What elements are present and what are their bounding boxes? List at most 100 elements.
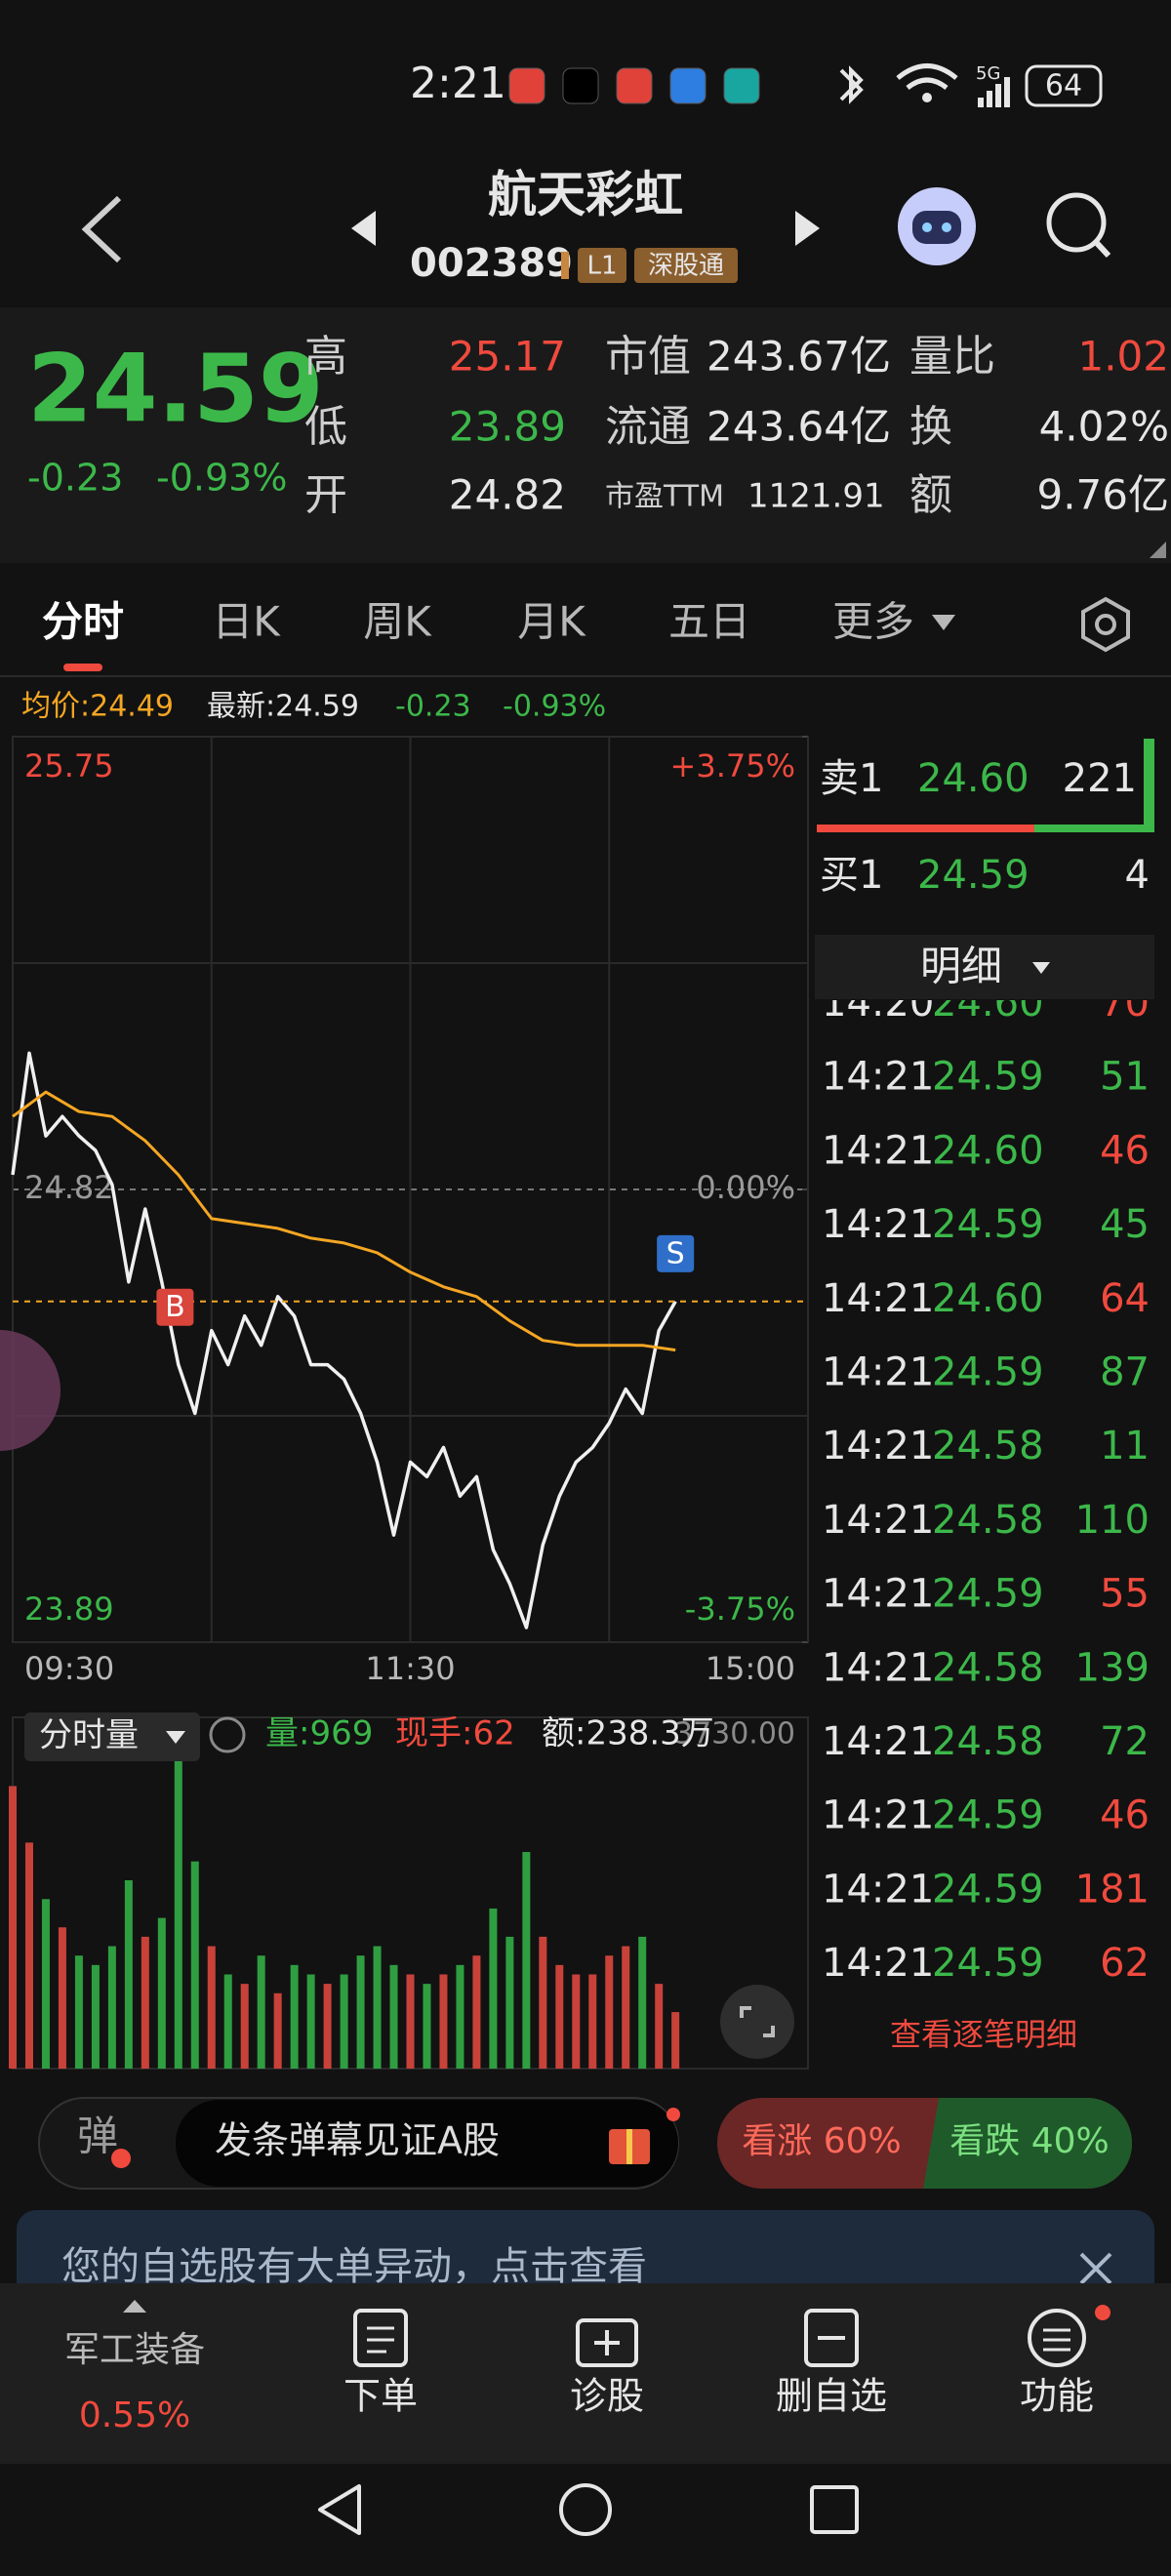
back-button[interactable] [81, 195, 122, 263]
trade-price: 24.59 [932, 1793, 1044, 1838]
sys-back[interactable] [318, 2484, 361, 2535]
system-nav [0, 2464, 1171, 2576]
stat-value: 243.64亿 [707, 403, 891, 451]
tab[interactable]: 日K [212, 598, 281, 646]
volume-bar [588, 1974, 597, 2069]
floating-ball[interactable] [0, 1330, 61, 1451]
x-tick-label: 15:00 [706, 1650, 795, 1687]
nav-item[interactable]: 功能 [1020, 2375, 1094, 2418]
banner-close[interactable] [1079, 2252, 1112, 2285]
trade-price: 24.59 [932, 1350, 1044, 1395]
stat-value: 24.82 [449, 471, 566, 519]
trade-price: 24.59 [932, 1867, 1044, 1912]
stat-label: 低 [304, 402, 347, 452]
stat-value: 9.76亿 [1036, 471, 1169, 519]
search-button[interactable] [1046, 192, 1107, 253]
price-change-pct: -0.93% [156, 457, 287, 500]
current-hand: 现手:62 [395, 1714, 515, 1753]
danmu-toggle[interactable]: 弹 [77, 2113, 118, 2160]
tab[interactable]: 分时 [42, 598, 124, 646]
volume-bar [157, 1917, 166, 2069]
volume-bar [124, 1879, 133, 2069]
trade-marker-label: S [666, 1236, 685, 1270]
settings-button[interactable] [1081, 596, 1130, 653]
ask-volume: 221 [1063, 756, 1137, 801]
volume-bar [174, 1719, 182, 2069]
avg-price-line [12, 1090, 676, 1352]
y-tick-label: 25.75 [24, 747, 114, 785]
volume-selector[interactable] [24, 1712, 200, 1761]
volume-selector-label: 分时量 [39, 1716, 139, 1755]
trade-volume: 51 [1100, 1055, 1150, 1100]
stat-value: 23.89 [449, 403, 566, 451]
last-price: 24.59 [27, 334, 324, 443]
nav-item[interactable]: 下单 [343, 2375, 418, 2418]
status-app-icon [562, 67, 599, 104]
trade-time: 14:21 [822, 1128, 934, 1173]
trade-marker-label: B [165, 1290, 185, 1324]
order-icon [353, 2309, 408, 2367]
status-app-icon [508, 67, 545, 104]
badge-bg [578, 248, 626, 283]
tab[interactable]: 月K [517, 598, 586, 646]
volume-bar [655, 1984, 664, 2069]
stat-label: 开 [304, 470, 347, 520]
sector-change: 0.55% [79, 2395, 190, 2435]
expand-button[interactable] [720, 1985, 794, 2059]
stat-label: 换 [909, 402, 952, 452]
help-icon[interactable] [209, 1716, 246, 1753]
y2-tick-label: -3.75% [685, 1590, 795, 1628]
tab[interactable]: 更多 [832, 598, 914, 646]
trade-price: 24.59 [932, 1202, 1044, 1247]
trade-time: 14:21 [822, 1424, 934, 1469]
bull-label: 看涨 60% [742, 2121, 901, 2161]
price-change: -0.23 [27, 457, 123, 500]
tab[interactable]: 周K [363, 598, 432, 646]
trade-time: 14:21 [822, 1941, 934, 1986]
trade-time: 14:21 [822, 1055, 934, 1100]
detail-link[interactable]: 查看逐笔明细 [890, 2016, 1077, 2053]
next-stock-button[interactable] [795, 211, 820, 246]
prev-stock-button[interactable] [351, 211, 376, 246]
volume-bar [74, 1955, 83, 2069]
stat-value: 1121.91 [747, 477, 885, 516]
y2-tick-label: +3.75% [670, 747, 795, 785]
danmu-placeholder: 发条弹幕见证A股 [215, 2119, 500, 2162]
trade-volume: 11 [1100, 1424, 1150, 1469]
stat-value: 4.02% [1039, 403, 1169, 451]
bid-volume: 4 [1125, 853, 1150, 898]
volume-bar [273, 1992, 282, 2069]
volume-bar [290, 1964, 299, 2069]
nav-item[interactable]: 删自选 [776, 2375, 887, 2418]
assistant-eye [922, 222, 932, 232]
volume-bar [340, 1974, 348, 2069]
danmu-input[interactable] [176, 2100, 678, 2187]
danmu-check [111, 2149, 131, 2168]
battery-frame [1025, 64, 1103, 107]
trade-price: 24.60 [932, 1276, 1044, 1321]
trade-volume: 70 [1100, 981, 1150, 1026]
trade-volume: 45 [1100, 1202, 1150, 1247]
trade-time: 14:21 [822, 1498, 934, 1543]
sector-name[interactable]: 军工装备 [64, 2330, 205, 2370]
tab[interactable]: 五日 [668, 598, 750, 646]
volume-bar [223, 1974, 232, 2069]
detail-header[interactable] [815, 935, 1154, 999]
volume-bar [306, 1974, 315, 2069]
vote-bear[interactable] [923, 2098, 1142, 2189]
trade-time: 14:20 [822, 981, 934, 1026]
stat-label: 高 [304, 332, 347, 382]
trade-volume: 110 [1075, 1498, 1150, 1543]
ask-label: 卖1 [820, 756, 883, 801]
badge-mark [561, 252, 569, 279]
volume-bar [572, 1974, 581, 2069]
diagnose-plus [594, 2330, 620, 2355]
stat-label: 市盈TTM [605, 480, 724, 514]
sys-home[interactable] [559, 2483, 612, 2536]
function-icon [1028, 2309, 1086, 2367]
trade-volume: 139 [1075, 1645, 1150, 1690]
volume-bar [439, 1974, 448, 2069]
sys-recent[interactable] [810, 2485, 859, 2534]
nav-item[interactable]: 诊股 [570, 2375, 644, 2418]
